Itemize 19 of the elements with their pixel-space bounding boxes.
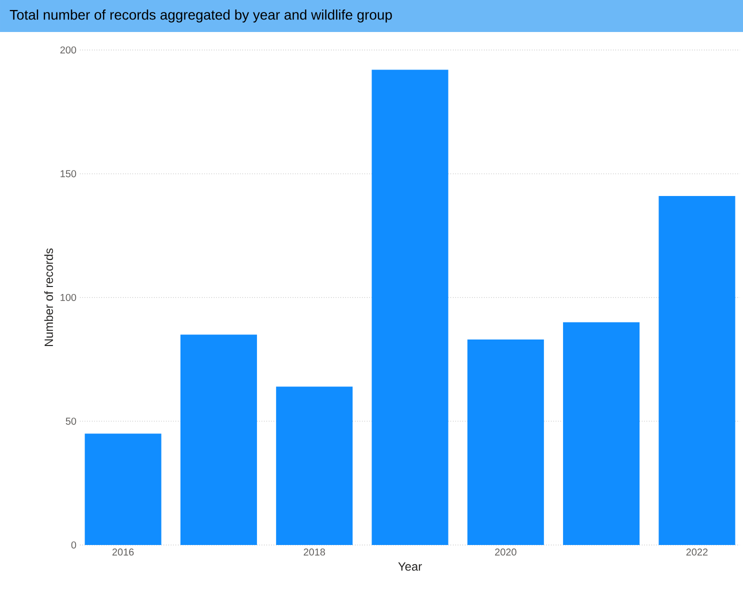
bar bbox=[372, 70, 448, 545]
y-tick-label: 150 bbox=[60, 170, 76, 178]
y-axis-title: Number of records bbox=[44, 248, 54, 346]
x-tick-label: 2022 bbox=[686, 548, 708, 556]
x-tick-label: 2018 bbox=[304, 548, 325, 556]
x-tick-label: 2016 bbox=[112, 548, 134, 556]
y-tick-label: 0 bbox=[71, 541, 76, 549]
bar bbox=[180, 334, 257, 545]
bar bbox=[276, 386, 353, 545]
bar bbox=[467, 340, 544, 545]
y-tick-label: 100 bbox=[60, 294, 76, 302]
chart-title: Total number of records aggregated by year and wildlife group bbox=[10, 9, 392, 22]
x-tick-label: 2020 bbox=[495, 548, 516, 556]
bar bbox=[658, 196, 736, 545]
bar bbox=[563, 322, 640, 545]
y-tick-label: 50 bbox=[66, 418, 76, 425]
x-axis-title: Year bbox=[398, 562, 422, 571]
bar bbox=[84, 434, 162, 545]
y-tick-label: 200 bbox=[60, 46, 76, 54]
